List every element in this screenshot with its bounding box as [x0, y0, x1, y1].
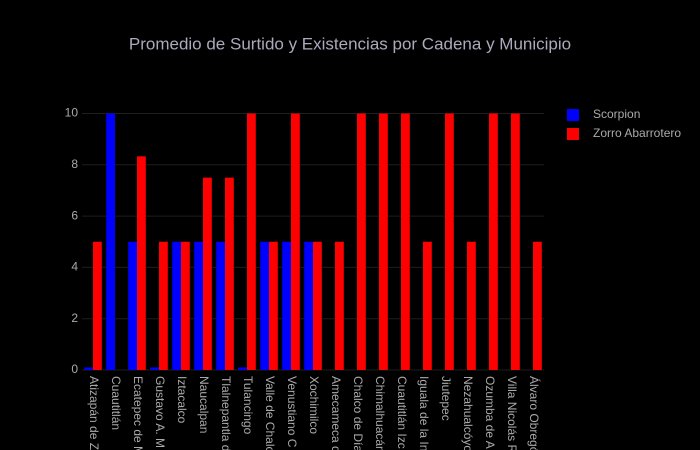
bar — [172, 241, 181, 370]
x-tick-label: Naucalpan — [197, 376, 211, 433]
bar — [335, 241, 344, 370]
y-tick-label: 8 — [71, 157, 78, 171]
bar — [445, 113, 454, 370]
bar — [313, 241, 322, 370]
y-tick-label: 2 — [71, 311, 78, 325]
x-tick-label: Villa Nicolás R — [505, 376, 519, 450]
bar — [282, 241, 291, 370]
bar — [238, 367, 247, 370]
x-tick-label: Venustiano C — [285, 376, 299, 448]
bar — [128, 241, 137, 370]
chart-title: Promedio de Surtido y Existencias por Ca… — [129, 34, 571, 53]
bar — [489, 113, 498, 370]
x-tick-label: Cuautitlán Izc — [395, 376, 409, 449]
bar — [203, 177, 212, 370]
bar — [181, 241, 190, 370]
bar — [467, 241, 476, 370]
legend-swatch — [567, 109, 579, 121]
bar — [260, 241, 269, 370]
bar — [511, 113, 520, 370]
bar — [159, 241, 168, 370]
bar — [137, 156, 146, 370]
legend-label: Scorpion — [593, 107, 640, 121]
x-tick-label: Valle de Chalc — [263, 376, 277, 450]
x-tick-label: Jiutepec — [439, 376, 453, 421]
x-tick-label: Chalco de Día — [351, 376, 365, 450]
bar — [401, 113, 410, 370]
x-tick-label: Tulancingo — [241, 376, 255, 435]
bar — [225, 177, 234, 370]
bar — [93, 241, 102, 370]
x-tick-label: Atizapán de Z — [87, 376, 101, 450]
legend-label: Zorro Abarrotero — [593, 126, 681, 140]
legend-swatch — [567, 128, 579, 140]
bar — [150, 367, 159, 370]
y-tick-label: 6 — [71, 208, 78, 222]
x-tick-label: Tlalnepantla d — [219, 376, 233, 450]
bar — [194, 241, 203, 370]
bar — [304, 241, 313, 370]
x-tick-label: Chimalhuacán — [373, 376, 387, 450]
x-tick-label: Cuautitlán — [109, 376, 123, 430]
bar — [533, 241, 542, 370]
x-tick-label: Iguala de la In — [417, 376, 431, 450]
bar — [291, 113, 300, 370]
bar — [379, 113, 388, 370]
y-tick-label: 10 — [65, 106, 79, 120]
bar — [357, 113, 366, 370]
x-tick-label: Amecameca d — [329, 376, 343, 450]
bar — [269, 241, 278, 370]
bar — [216, 241, 225, 370]
x-tick-label: Álvaro Obregó — [527, 376, 542, 450]
bar — [106, 113, 115, 370]
x-tick-label: Ecatepec de M — [131, 376, 145, 450]
x-tick-label: Nezahualcóyo — [461, 376, 475, 450]
bar — [84, 367, 93, 370]
bar — [423, 241, 432, 370]
y-tick-label: 0 — [71, 362, 78, 376]
y-tick-label: 4 — [71, 260, 78, 274]
x-tick-label: Gustavo A. M — [153, 376, 167, 448]
x-tick-label: Iztacalco — [175, 376, 189, 424]
bar — [247, 113, 256, 370]
x-tick-label: Xochimilco — [307, 376, 321, 434]
x-tick-label: Ozumba de A — [483, 376, 497, 449]
